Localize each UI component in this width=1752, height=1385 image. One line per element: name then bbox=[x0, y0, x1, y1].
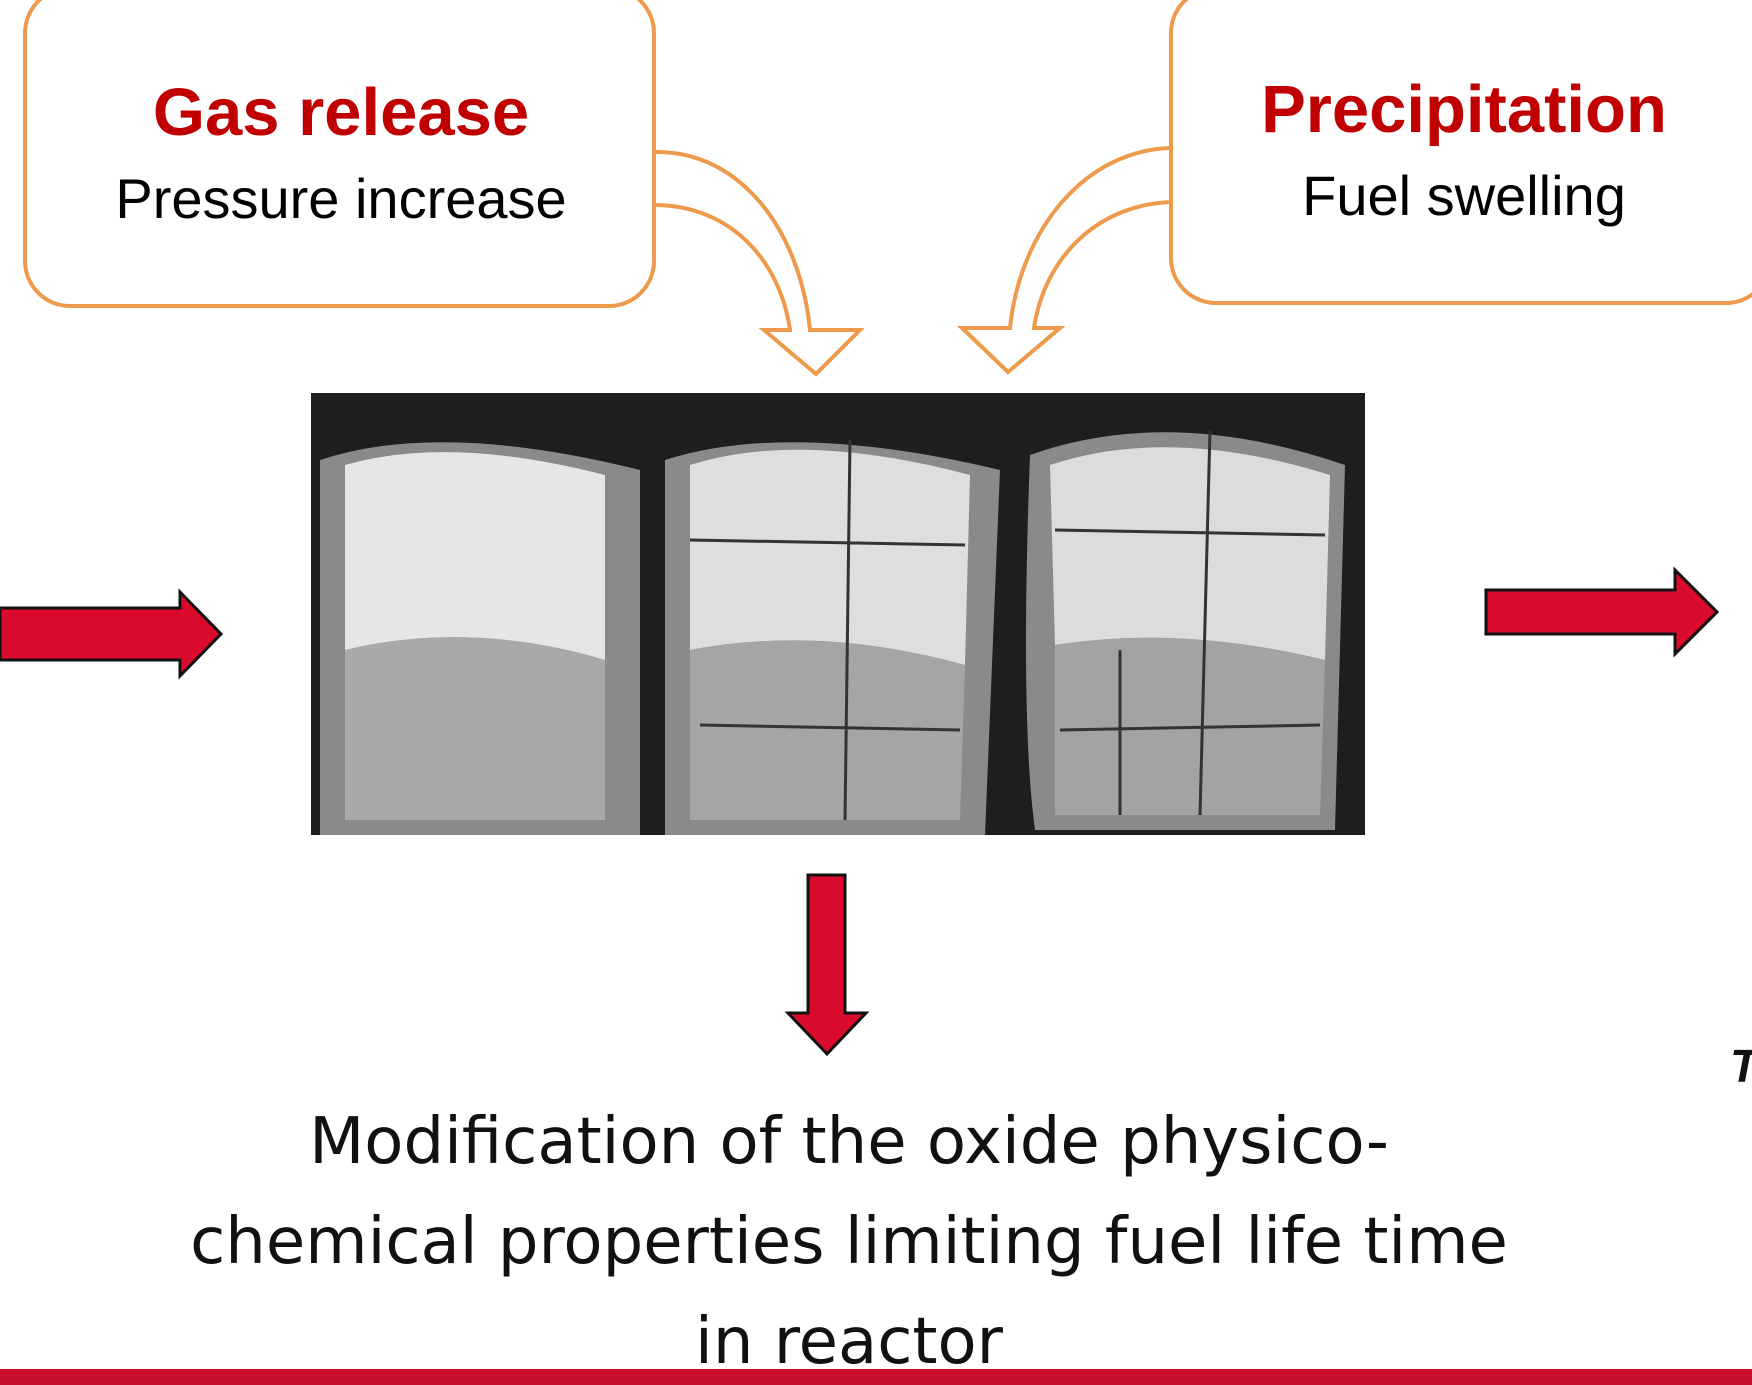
box-subtitle: Fuel swelling bbox=[1302, 164, 1626, 227]
edge-text: T bbox=[1730, 1040, 1752, 1092]
box bbox=[23, 0, 656, 308]
arrow bbox=[784, 873, 870, 1057]
conclusion-line: in reactor bbox=[695, 1305, 1004, 1379]
conclusion-line: chemical properties limiting fuel life t… bbox=[190, 1205, 1508, 1279]
curved-arrow bbox=[957, 145, 1173, 375]
curved-arrow bbox=[652, 149, 865, 377]
box-title: Precipitation bbox=[1261, 72, 1667, 147]
arrow bbox=[1484, 566, 1720, 658]
box-subtitle: Pressure increase bbox=[115, 167, 566, 230]
arrow bbox=[0, 588, 224, 680]
box-title: Gas release bbox=[153, 75, 529, 150]
conclusion-line: Modification of the oxide physico- bbox=[309, 1105, 1389, 1179]
footer-bar bbox=[0, 1369, 1752, 1385]
pellet-image bbox=[311, 393, 1365, 835]
box bbox=[1169, 0, 1752, 305]
